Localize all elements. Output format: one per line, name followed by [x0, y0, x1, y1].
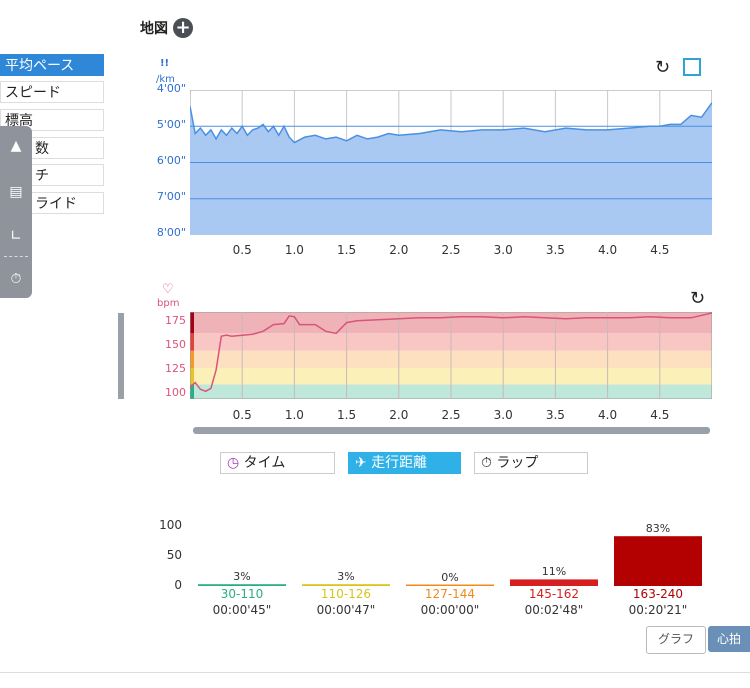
hr-horizontal-scrollbar[interactable] — [193, 427, 710, 434]
hr-x-tick: 3.0 — [493, 408, 513, 422]
pace-x-tick: 3.5 — [545, 243, 565, 257]
hr-zone-marker — [190, 333, 194, 351]
hr-x-tick: 1.5 — [337, 408, 357, 422]
document-icon[interactable]: ▤ — [9, 184, 23, 200]
heart-rate-button[interactable]: 心拍 — [708, 626, 750, 652]
zone-bar — [406, 584, 494, 586]
zone-time-label: 00:00'45" — [212, 603, 272, 617]
zone-y-tick: 50 — [166, 548, 182, 562]
zone-time-label: 00:02'48" — [524, 603, 584, 617]
hr-x-tick: 4.5 — [650, 408, 670, 422]
left-scrollbar[interactable] — [118, 313, 124, 399]
x-axis-lap-button[interactable]: ⏱ ラップ — [474, 452, 588, 474]
pace-x-tick: 0.5 — [232, 243, 252, 257]
pace-unit: /km — [156, 74, 175, 85]
pace-x-tick: 1.0 — [284, 243, 304, 257]
x-axis-time-label: タイム — [243, 455, 286, 471]
hr-y-tick: 100 — [165, 386, 186, 400]
sidebar-item-0[interactable]: 平均ペース — [0, 54, 104, 76]
zone-range-label: 110-126 — [320, 587, 372, 601]
heart-rate-chart[interactable] — [190, 312, 712, 399]
chart-icon[interactable]: ∟ — [10, 228, 22, 244]
pace-line — [190, 102, 712, 144]
pace-area — [190, 102, 712, 235]
bottom-divider — [0, 672, 750, 673]
hr-x-tick: 0.5 — [232, 408, 252, 422]
x-axis-distance-button[interactable]: ✈ 走行距離 — [348, 452, 461, 474]
stopwatch-lap-icon: ⏱ — [481, 455, 492, 471]
pace-y-tick: 7'00" — [156, 190, 186, 203]
zone-percent-label: 83% — [645, 522, 671, 536]
zone-bar — [198, 584, 286, 586]
zone-percent-label: 11% — [541, 565, 567, 579]
stopwatch-icon[interactable]: ⏱ — [10, 271, 22, 287]
hr-y-tick: 175 — [165, 313, 186, 327]
hr-y-tick: 125 — [165, 362, 186, 375]
pace-x-tick: 4.5 — [650, 243, 670, 257]
zone-time-label: 00:20'21" — [628, 603, 688, 617]
hr-line — [190, 312, 712, 393]
hr-zone-marker — [190, 350, 194, 369]
hr-refresh-icon[interactable]: ↻ — [690, 288, 706, 309]
sidebar-item-2[interactable]: 標高 — [0, 109, 104, 131]
route-icon: ✈ — [355, 455, 367, 471]
pace-unit-top: !! — [160, 58, 170, 69]
zone-range-label: 127-144 — [424, 587, 476, 601]
zone-range-label: 145-162 — [528, 587, 580, 601]
sidebar-item-1[interactable]: スピード — [0, 81, 104, 103]
pace-x-tick: 4.0 — [598, 243, 618, 257]
zoom-search-icon[interactable] — [683, 58, 701, 76]
pace-chart[interactable] — [190, 90, 712, 235]
hr-x-tick: 3.5 — [545, 408, 565, 422]
pace-x-tick: 2.5 — [441, 243, 461, 257]
hr-zone-marker — [190, 312, 194, 334]
x-axis-time-button[interactable]: ◷ タイム — [220, 452, 335, 474]
hr-zone-marker — [190, 384, 194, 399]
hr-x-tick: 2.5 — [441, 408, 461, 422]
pace-x-tick: 1.5 — [337, 243, 357, 257]
pace-x-tick: 3.0 — [493, 243, 513, 257]
pace-y-tick: 8'00" — [156, 226, 186, 239]
zone-range-label: 163-240 — [632, 587, 684, 601]
clock-icon: ◷ — [227, 455, 240, 471]
zone-y-tick: 0 — [174, 578, 182, 592]
x-axis-lap-label: ラップ — [496, 455, 539, 471]
side-toolbar: ▲ ▤ ∟ ⏱ — [0, 126, 32, 298]
pace-y-tick: 5'00" — [156, 118, 186, 131]
heart-rate-zone-chart — [198, 536, 702, 586]
zone-time-label: 00:00'47" — [316, 603, 376, 617]
summit-icon[interactable]: ▲ — [10, 138, 22, 154]
hr-zone-marker — [190, 368, 194, 385]
zone-y-tick: 100 — [159, 518, 182, 532]
pace-y-tick: 4'00" — [156, 82, 186, 95]
heart-icon: ♡ — [162, 282, 174, 297]
add-map-plus-icon[interactable]: + — [173, 18, 193, 38]
hr-x-tick: 4.0 — [598, 408, 618, 422]
hr-y-tick: 150 — [165, 337, 186, 351]
zone-bar — [510, 579, 598, 586]
pace-y-tick: 6'00" — [156, 154, 186, 167]
zone-range-label: 30-110 — [220, 587, 264, 601]
zone-bar — [614, 536, 702, 586]
zone-percent-label: 3% — [233, 570, 251, 584]
zone-time-label: 00:00'00" — [420, 603, 480, 617]
hr-x-tick: 1.0 — [284, 408, 304, 422]
x-axis-distance-label: 走行距離 — [371, 455, 428, 471]
zone-percent-label: 3% — [337, 570, 355, 584]
map-title: 地図 — [140, 21, 168, 37]
hr-unit: bpm — [157, 298, 180, 309]
zone-percent-label: 0% — [441, 570, 459, 584]
toolbar-divider — [4, 256, 28, 257]
hr-x-tick: 2.0 — [389, 408, 409, 422]
pace-refresh-icon[interactable]: ↻ — [655, 57, 671, 78]
pace-x-tick: 2.0 — [389, 243, 409, 257]
graph-button[interactable]: グラフ — [646, 626, 706, 654]
zone-bar — [302, 584, 390, 586]
